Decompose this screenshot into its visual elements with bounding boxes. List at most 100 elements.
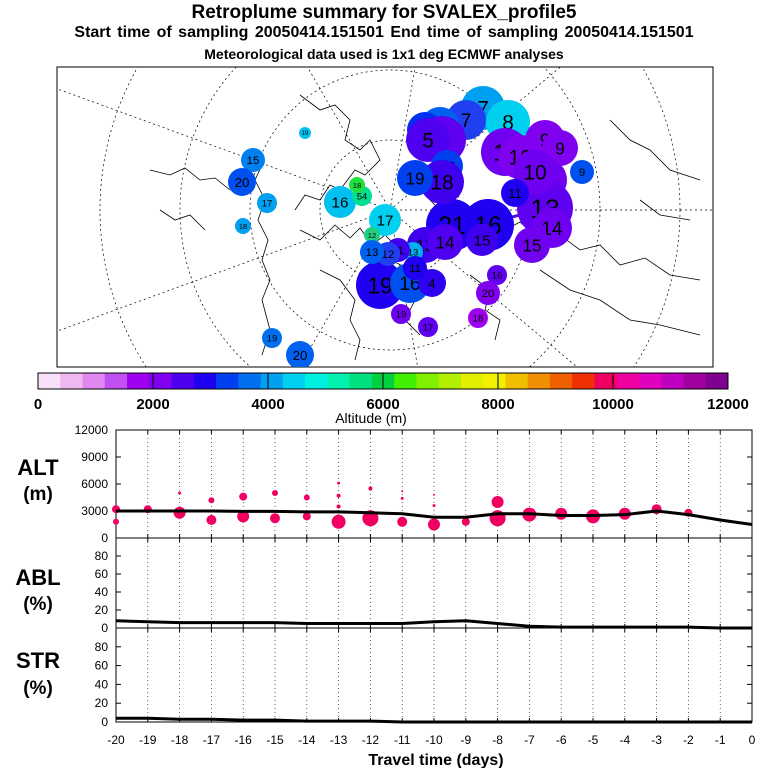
plume-marker-label: 18	[239, 222, 247, 231]
y-tick-label: 12000	[75, 423, 109, 437]
altitude-point	[331, 514, 346, 529]
plume-marker-label: 15	[522, 236, 541, 255]
plume-marker: 18	[235, 218, 251, 234]
colorbar-cell	[683, 373, 707, 389]
colorbar-cell	[193, 373, 217, 389]
altitude-colorbar: 0 2000 4000 6000 8000 10000 12000 Altitude (m)	[34, 372, 749, 426]
plume-marker-dot	[468, 308, 488, 328]
colorbar-tick-label: 12000	[707, 396, 749, 413]
x-tick-label: -20	[107, 733, 125, 747]
plume-marker-label: 11	[409, 263, 421, 275]
plume-marker-dot	[391, 304, 411, 324]
meteorological-data-line: Meteorological data used is 1x1 deg ECMW…	[204, 46, 564, 62]
plume-marker-label: 12	[382, 249, 395, 261]
plume-marker: 19	[299, 127, 311, 139]
plume-marker-label: 19	[302, 131, 309, 137]
altitude-point	[491, 496, 504, 508]
colorbar-tick-label: 2000	[136, 396, 169, 413]
colorbar-cell	[661, 373, 684, 389]
plume-marker-label: 14	[435, 233, 454, 252]
x-tick-label: -9	[460, 733, 471, 747]
x-tick-label: -13	[330, 733, 348, 747]
plume-marker-dot	[369, 204, 401, 236]
y-tick-label: 0	[101, 715, 108, 729]
x-tick-label: -8	[492, 733, 503, 747]
plume-marker-label: 18	[353, 181, 361, 190]
y-tick-label: 6000	[81, 477, 108, 491]
plume-marker: 19	[356, 261, 404, 309]
plume-markers: 7876565911109121310141591116211314152019…	[228, 86, 594, 367]
colorbar-cell	[483, 373, 506, 389]
colorbar-cell	[38, 373, 61, 389]
colorbar-cell	[327, 373, 351, 389]
y-tick-label: 3000	[81, 504, 108, 518]
plume-marker-label: 4	[428, 276, 435, 291]
y-tick-label: 20	[95, 603, 109, 617]
plume-marker: 12	[364, 227, 380, 243]
altitude-point	[113, 518, 119, 525]
plume-marker-label: 18	[473, 314, 484, 325]
plume-marker-label: 20	[482, 288, 495, 300]
plume-marker: 9	[570, 160, 594, 184]
plume-marker-label: 17	[423, 323, 434, 334]
plume-marker-dot	[324, 186, 356, 218]
x-tick-label: -4	[619, 733, 630, 747]
altitude-point	[368, 486, 373, 491]
altitude-point	[206, 515, 217, 525]
altitude-point	[303, 494, 310, 501]
altitude-point	[178, 491, 182, 495]
altitude-point	[336, 504, 341, 509]
altitude-point	[336, 493, 341, 498]
plume-marker-label: 16	[332, 195, 349, 212]
x-tick-label: -12	[362, 733, 380, 747]
colorbar-cell	[638, 373, 662, 389]
str-panel-label: STR	[16, 648, 60, 673]
colorbar-cell	[527, 373, 551, 389]
plume-marker-label: 19	[267, 334, 278, 345]
colorbar-cell	[238, 373, 262, 389]
plume-marker-dot	[501, 179, 529, 207]
plume-marker-label: 15	[247, 155, 260, 167]
altitude-point	[270, 513, 280, 524]
altitude-point	[208, 497, 215, 504]
colorbar-cell	[705, 373, 729, 389]
y-tick-label: 80	[95, 549, 109, 563]
plume-marker: 17	[257, 193, 277, 213]
x-tick-label: -17	[203, 733, 221, 747]
str-panel-unit: (%)	[23, 678, 53, 699]
plume-marker-label: 10	[523, 162, 546, 185]
plume-marker-dot	[360, 240, 384, 264]
chart-title: Retroplume summary for SVALEX_profile5	[191, 2, 577, 23]
plume-marker: 17	[369, 204, 401, 236]
x-tick-label: -14	[298, 733, 316, 747]
plume-marker-label: 12	[368, 231, 376, 240]
plume-marker-label: 19	[405, 169, 424, 188]
x-tick-label: -11	[394, 733, 411, 747]
plume-marker-dot	[257, 193, 277, 213]
colorbar-cell	[260, 373, 284, 389]
plume-marker-label: 9	[579, 167, 585, 179]
plume-marker-dot	[418, 317, 438, 337]
colorbar-cell	[549, 373, 573, 389]
abl-panel: 0 20 40 60 80	[95, 537, 753, 635]
plume-marker: 18	[349, 177, 365, 193]
colorbar-cell	[416, 373, 440, 389]
plume-marker: 17	[418, 317, 438, 337]
colorbar-tick-label: 4000	[251, 396, 284, 413]
plume-marker-dot	[397, 160, 433, 196]
plume-marker-label: 8	[502, 112, 514, 135]
colorbar-cell	[438, 373, 462, 389]
altitude-point	[432, 504, 436, 508]
y-tick-label: 0	[101, 621, 108, 635]
colorbar-cell	[349, 373, 373, 389]
plume-marker: 19	[391, 304, 411, 324]
y-tick-label: 9000	[81, 450, 108, 464]
plume-marker: 15	[466, 224, 498, 256]
plume-marker-dot	[466, 224, 498, 256]
plume-marker-label: 7	[461, 111, 472, 132]
x-tick-label: -15	[266, 733, 284, 747]
plume-marker-dot	[427, 224, 463, 260]
plume-marker: 20	[476, 281, 500, 305]
plume-marker-dot	[349, 177, 365, 193]
plume-marker-dot	[286, 341, 314, 367]
